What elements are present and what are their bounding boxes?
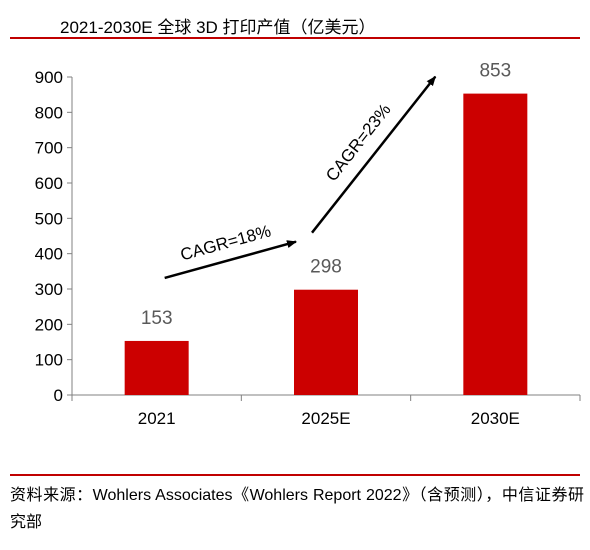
cagr-label: CAGR=18% <box>178 221 273 264</box>
chart-title: 2021-2030E 全球 3D 打印产值（亿美元） <box>60 18 376 37</box>
cagr-arrow <box>164 240 297 280</box>
data-label: 153 <box>141 308 173 329</box>
y-tick-label: 600 <box>35 174 63 193</box>
bar <box>124 340 189 395</box>
y-tick-label: 0 <box>54 386 63 405</box>
x-tick-label: 2021 <box>138 409 176 428</box>
source-divider <box>10 474 580 476</box>
y-tick-label: 100 <box>35 351 63 370</box>
y-tick-label: 300 <box>35 280 63 299</box>
y-tick-label: 800 <box>35 103 63 122</box>
x-tick-label: 2030E <box>471 409 520 428</box>
data-label: 853 <box>479 61 511 82</box>
y-tick-label: 200 <box>35 315 63 334</box>
cagr-arrow <box>311 75 437 234</box>
data-label: 298 <box>310 257 342 278</box>
bar-chart: 0 100 200 300 400 500 600 700 800 900 153 2021 298 20… <box>35 61 581 428</box>
y-tick-label: 400 <box>35 245 63 264</box>
bar <box>294 289 358 395</box>
y-tick-label: 500 <box>35 209 63 228</box>
source-note: 资料来源：Wohlers Associates《Wohlers Report 2… <box>10 487 584 531</box>
x-tick-label: 2025E <box>301 409 350 428</box>
y-tick-label: 700 <box>35 139 63 158</box>
title-divider <box>10 37 580 39</box>
bar <box>463 93 528 396</box>
y-tick-label: 900 <box>35 68 63 87</box>
